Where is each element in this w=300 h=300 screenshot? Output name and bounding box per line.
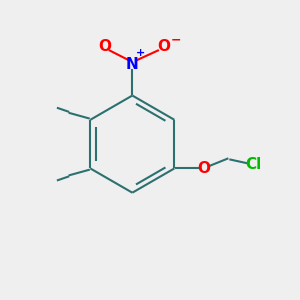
Text: N: N [126, 57, 139, 72]
Text: O: O [197, 161, 210, 176]
Text: O: O [157, 39, 170, 54]
Text: O: O [98, 39, 111, 54]
Text: Cl: Cl [245, 157, 261, 172]
Text: −: − [170, 34, 181, 47]
Text: +: + [136, 48, 145, 59]
